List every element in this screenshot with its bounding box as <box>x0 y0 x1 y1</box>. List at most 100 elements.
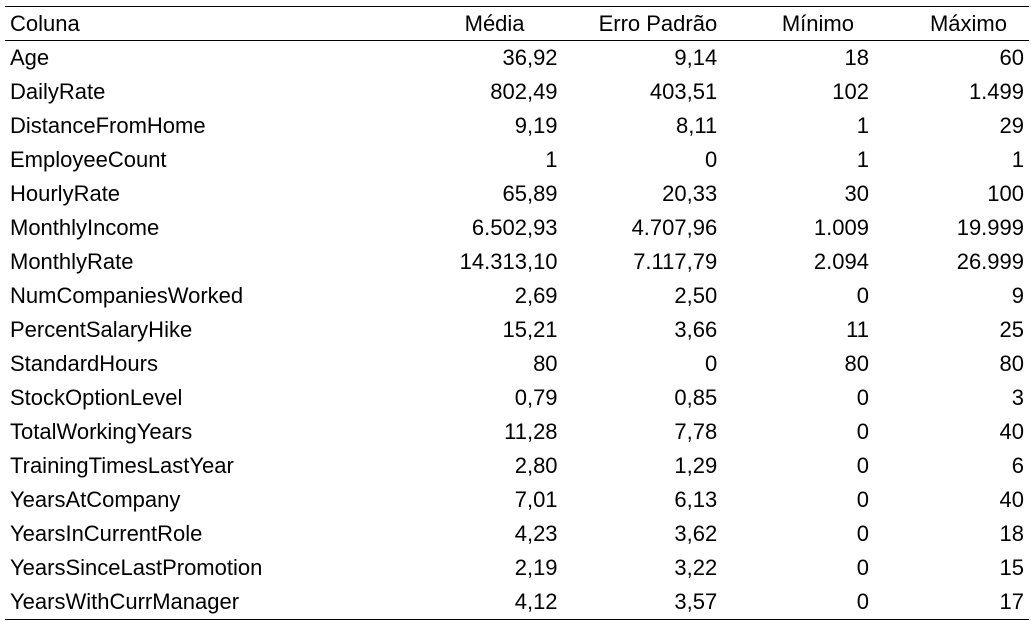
cell-coluna: PercentSalaryHike <box>10 317 193 342</box>
cell-erro-padrao: 8,11 <box>676 113 718 138</box>
cell-coluna: StockOptionLevel <box>10 385 183 410</box>
cell-media: 2,69 <box>514 283 558 308</box>
cell-media: 1 <box>545 147 558 172</box>
cell-media: 2,19 <box>514 555 558 580</box>
cell-minimo: 11 <box>846 317 869 342</box>
cell-erro-padrao: 3,57 <box>674 589 718 614</box>
cell-minimo: 0 <box>856 521 869 546</box>
cell-coluna: NumCompaniesWorked <box>10 283 244 308</box>
cell-minimo: 0 <box>856 453 869 478</box>
cell-maximo: 100 <box>987 181 1024 206</box>
table-row: TotalWorkingYears 11,28 7,78 0 40 <box>5 415 1029 449</box>
cell-maximo: 6 <box>1011 453 1024 478</box>
cell-maximo: 1.499 <box>968 79 1024 104</box>
cell-maximo: 1 <box>1011 147 1024 172</box>
cell-maximo: 15 <box>999 555 1024 580</box>
table-row: DailyRate 802,49 403,51 102 1.499 <box>5 75 1029 109</box>
table-body: Age 36,92 9,14 18 60 DailyRate 802,49 403,51 102… <box>5 41 1029 620</box>
cell-minimo: 0 <box>856 385 869 410</box>
table-row: YearsWithCurrManager 4,12 3,57 0 17 <box>5 585 1029 620</box>
cell-minimo: 0 <box>856 555 869 580</box>
cell-media: 65,89 <box>502 181 558 206</box>
cell-media: 7,01 <box>514 487 558 512</box>
cell-minimo: 102 <box>832 79 869 104</box>
cell-coluna: StandardHours <box>10 351 158 376</box>
cell-minimo: 1 <box>856 147 869 172</box>
cell-erro-padrao: 9,14 <box>674 45 718 70</box>
cell-maximo: 40 <box>999 419 1024 444</box>
cell-media: 0,79 <box>514 385 558 410</box>
table-row: YearsInCurrentRole 4,23 3,62 0 18 <box>5 517 1029 551</box>
cell-erro-padrao: 0,85 <box>674 385 718 410</box>
cell-minimo: 18 <box>844 45 869 70</box>
cell-coluna: DailyRate <box>10 79 106 104</box>
cell-maximo: 17 <box>999 589 1024 614</box>
cell-coluna: YearsAtCompany <box>10 487 181 512</box>
cell-maximo: 26.999 <box>956 249 1024 274</box>
cell-coluna: MonthlyRate <box>10 249 134 274</box>
summary-statistics-table: Coluna Média Erro Padrão Mínimo Máximo A… <box>5 6 1029 620</box>
cell-media: 4,12 <box>514 589 558 614</box>
header-minimo: Mínimo <box>781 11 854 36</box>
table-row: HourlyRate 65,89 20,33 30 100 <box>5 177 1029 211</box>
cell-coluna: YearsSinceLastPromotion <box>10 555 263 580</box>
cell-maximo: 19.999 <box>956 215 1024 240</box>
cell-minimo: 0 <box>856 589 869 614</box>
table-row: StockOptionLevel 0,79 0,85 0 3 <box>5 381 1029 415</box>
cell-media: 2,80 <box>514 453 558 478</box>
cell-minimo: 80 <box>844 351 869 376</box>
cell-coluna: YearsInCurrentRole <box>10 521 203 546</box>
cell-erro-padrao: 0 <box>704 351 718 376</box>
cell-coluna: DistanceFromHome <box>10 113 206 138</box>
cell-minimo: 0 <box>856 283 869 308</box>
cell-maximo: 9 <box>1011 283 1024 308</box>
cell-erro-padrao: 4.707,96 <box>631 215 718 240</box>
cell-maximo: 3 <box>1011 385 1024 410</box>
table-row: DistanceFromHome 9,19 8,11 1 29 <box>5 109 1029 143</box>
cell-coluna: MonthlyIncome <box>10 215 160 240</box>
table-row: StandardHours 80 0 80 80 <box>5 347 1029 381</box>
table-row: TrainingTimesLastYear 2,80 1,29 0 6 <box>5 449 1029 483</box>
cell-media: 36,92 <box>502 45 558 70</box>
table-row: NumCompaniesWorked 2,69 2,50 0 9 <box>5 279 1029 313</box>
table-row: YearsSinceLastPromotion 2,19 3,22 0 15 <box>5 551 1029 585</box>
cell-coluna: EmployeeCount <box>10 147 167 172</box>
cell-coluna: TrainingTimesLastYear <box>10 453 234 478</box>
cell-maximo: 60 <box>999 45 1024 70</box>
cell-minimo: 0 <box>856 419 869 444</box>
table-row: Age 36,92 9,14 18 60 <box>5 41 1029 76</box>
cell-media: 9,19 <box>514 113 558 138</box>
cell-erro-padrao: 20,33 <box>662 181 718 206</box>
cell-maximo: 40 <box>999 487 1024 512</box>
cell-media: 14.313,10 <box>459 249 558 274</box>
cell-coluna: HourlyRate <box>10 181 121 206</box>
cell-minimo: 1.009 <box>813 215 869 240</box>
cell-coluna: Age <box>10 45 50 70</box>
table-row: MonthlyRate 14.313,10 7.117,79 2.094 26.999 <box>5 245 1029 279</box>
header-row: Coluna Média Erro Padrão Mínimo Máximo <box>5 6 1029 41</box>
cell-erro-padrao: 7.117,79 <box>633 249 718 274</box>
table-row: PercentSalaryHike 15,21 3,66 11 25 <box>5 313 1029 347</box>
header-maximo: Máximo <box>929 11 1007 36</box>
cell-maximo: 18 <box>999 521 1024 546</box>
cell-coluna: TotalWorkingYears <box>10 419 193 444</box>
cell-minimo: 1 <box>856 113 869 138</box>
cell-maximo: 80 <box>999 351 1024 376</box>
cell-erro-padrao: 2,50 <box>674 283 718 308</box>
header-media: Média <box>464 11 525 36</box>
cell-minimo: 30 <box>844 181 869 206</box>
cell-erro-padrao: 3,66 <box>674 317 718 342</box>
cell-erro-padrao: 3,22 <box>674 555 718 580</box>
cell-media: 802,49 <box>490 79 558 104</box>
cell-erro-padrao: 1,29 <box>674 453 718 478</box>
cell-coluna: YearsWithCurrManager <box>10 589 240 614</box>
header-coluna: Coluna <box>10 11 80 36</box>
cell-media: 80 <box>533 351 558 376</box>
cell-erro-padrao: 7,78 <box>674 419 718 444</box>
header-erro-padrao: Erro Padrão <box>598 11 718 36</box>
cell-media: 4,23 <box>514 521 558 546</box>
cell-minimo: 0 <box>856 487 869 512</box>
cell-minimo: 2.094 <box>813 249 869 274</box>
cell-maximo: 29 <box>999 113 1024 138</box>
